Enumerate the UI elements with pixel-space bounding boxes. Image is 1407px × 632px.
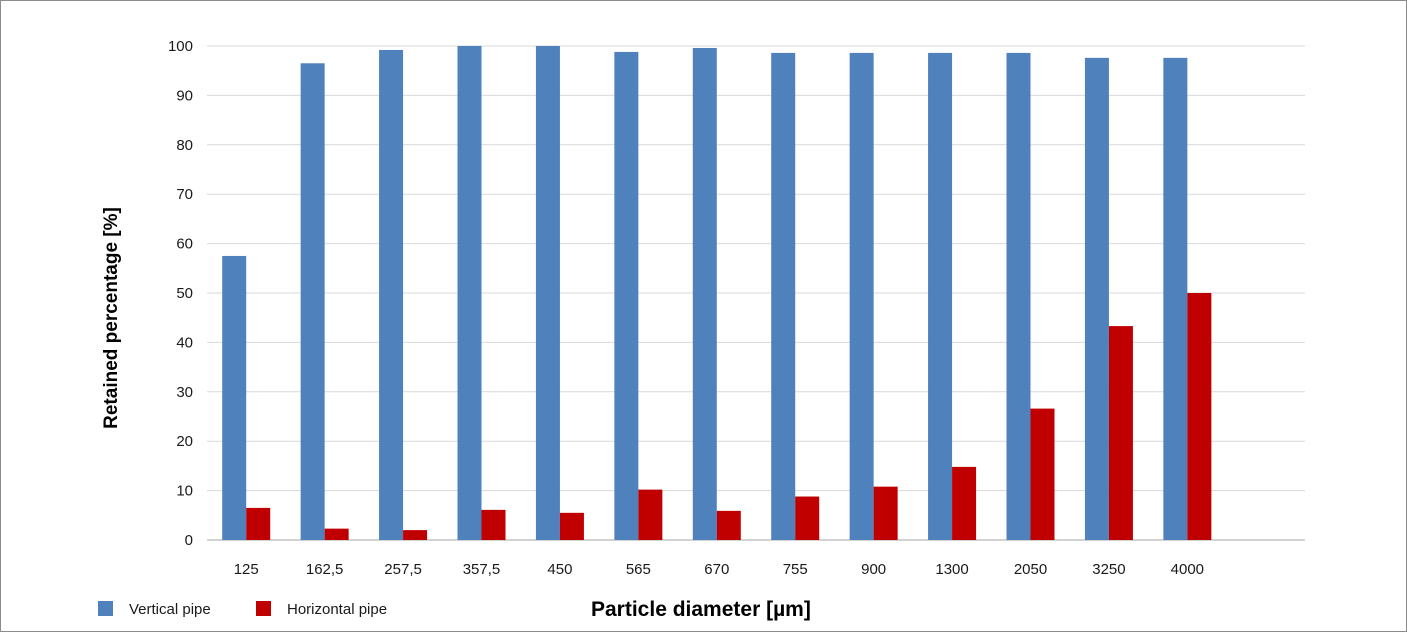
x-tick-label: 450 <box>547 561 572 578</box>
bar-vertical-pipe <box>300 63 325 540</box>
bar-horizontal-pipe <box>1030 408 1055 540</box>
x-tick-label: 755 <box>783 561 808 578</box>
bar-vertical-pipe <box>1163 57 1188 541</box>
x-tick-label: 257,5 <box>384 561 422 578</box>
bar-horizontal-pipe <box>716 510 741 540</box>
bar-vertical-pipe <box>614 51 639 540</box>
y-tick-label: 80 <box>176 137 193 154</box>
bar-horizontal-pipe <box>795 496 820 540</box>
x-tick-label: 125 <box>234 561 259 578</box>
bar-horizontal-pipe <box>559 512 584 540</box>
bar-vertical-pipe <box>1006 52 1031 540</box>
x-tick-label: 1300 <box>935 561 968 578</box>
y-axis-ticks: 0 10 20 30 40 50 60 70 80 90 100 <box>168 38 193 549</box>
bar-vertical-pipe <box>379 49 404 541</box>
legend-label-horizontal-pipe: Horizontal pipe <box>287 601 387 618</box>
bar-vertical-pipe <box>535 46 560 540</box>
x-tick-label: 2050 <box>1014 561 1047 578</box>
x-axis-label: Particle diameter [µm] <box>591 598 811 621</box>
y-axis-label: Retained percentage [%] <box>101 207 122 429</box>
y-tick-label: 0 <box>185 532 193 549</box>
bar-horizontal-pipe <box>246 507 271 540</box>
bar-vertical-pipe <box>1084 57 1109 541</box>
y-tick-label: 100 <box>168 38 193 55</box>
bar-horizontal-pipe <box>1108 326 1133 540</box>
bar-vertical-pipe <box>771 52 796 540</box>
x-tick-label: 4000 <box>1171 561 1204 578</box>
bar-vertical-pipe <box>222 255 247 540</box>
y-tick-label: 70 <box>176 186 193 203</box>
x-tick-label: 3250 <box>1092 561 1125 578</box>
legend-swatch-horizontal-pipe <box>256 601 271 616</box>
x-tick-label: 900 <box>861 561 886 578</box>
bar-horizontal-pipe <box>873 486 898 540</box>
bar-horizontal-pipe <box>324 528 349 540</box>
x-tick-label: 670 <box>704 561 729 578</box>
bar-horizontal-pipe <box>403 530 428 540</box>
bar-vertical-pipe <box>692 47 717 540</box>
x-tick-label: 357,5 <box>463 561 501 578</box>
bar-horizontal-pipe <box>952 466 977 540</box>
x-tick-label: 565 <box>626 561 651 578</box>
bar-horizontal-pipe <box>1187 293 1212 540</box>
legend-label-vertical-pipe: Vertical pipe <box>129 601 211 618</box>
y-tick-label: 90 <box>176 87 193 104</box>
x-axis-ticks: 125 162,5 257,5 357,5 450 565 670 755 900 1300 205… <box>234 561 1204 578</box>
y-tick-label: 60 <box>176 236 193 253</box>
bar-vertical-pipe <box>928 52 953 540</box>
legend-swatch-vertical-pipe <box>98 601 113 616</box>
y-tick-label: 50 <box>176 285 193 302</box>
bar-vertical-pipe <box>849 52 874 540</box>
y-tick-label: 30 <box>176 384 193 401</box>
bar-vertical-pipe <box>457 46 482 540</box>
y-tick-label: 10 <box>176 483 193 500</box>
x-tick-label: 162,5 <box>306 561 344 578</box>
bar-horizontal-pipe <box>638 489 663 540</box>
y-tick-label: 40 <box>176 334 193 351</box>
gridlines <box>207 45 1305 541</box>
legend: Vertical pipe Horizontal pipe <box>98 601 387 618</box>
bar-horizontal-pipe <box>481 509 506 540</box>
bars <box>222 46 1212 541</box>
y-tick-label: 20 <box>176 433 193 450</box>
